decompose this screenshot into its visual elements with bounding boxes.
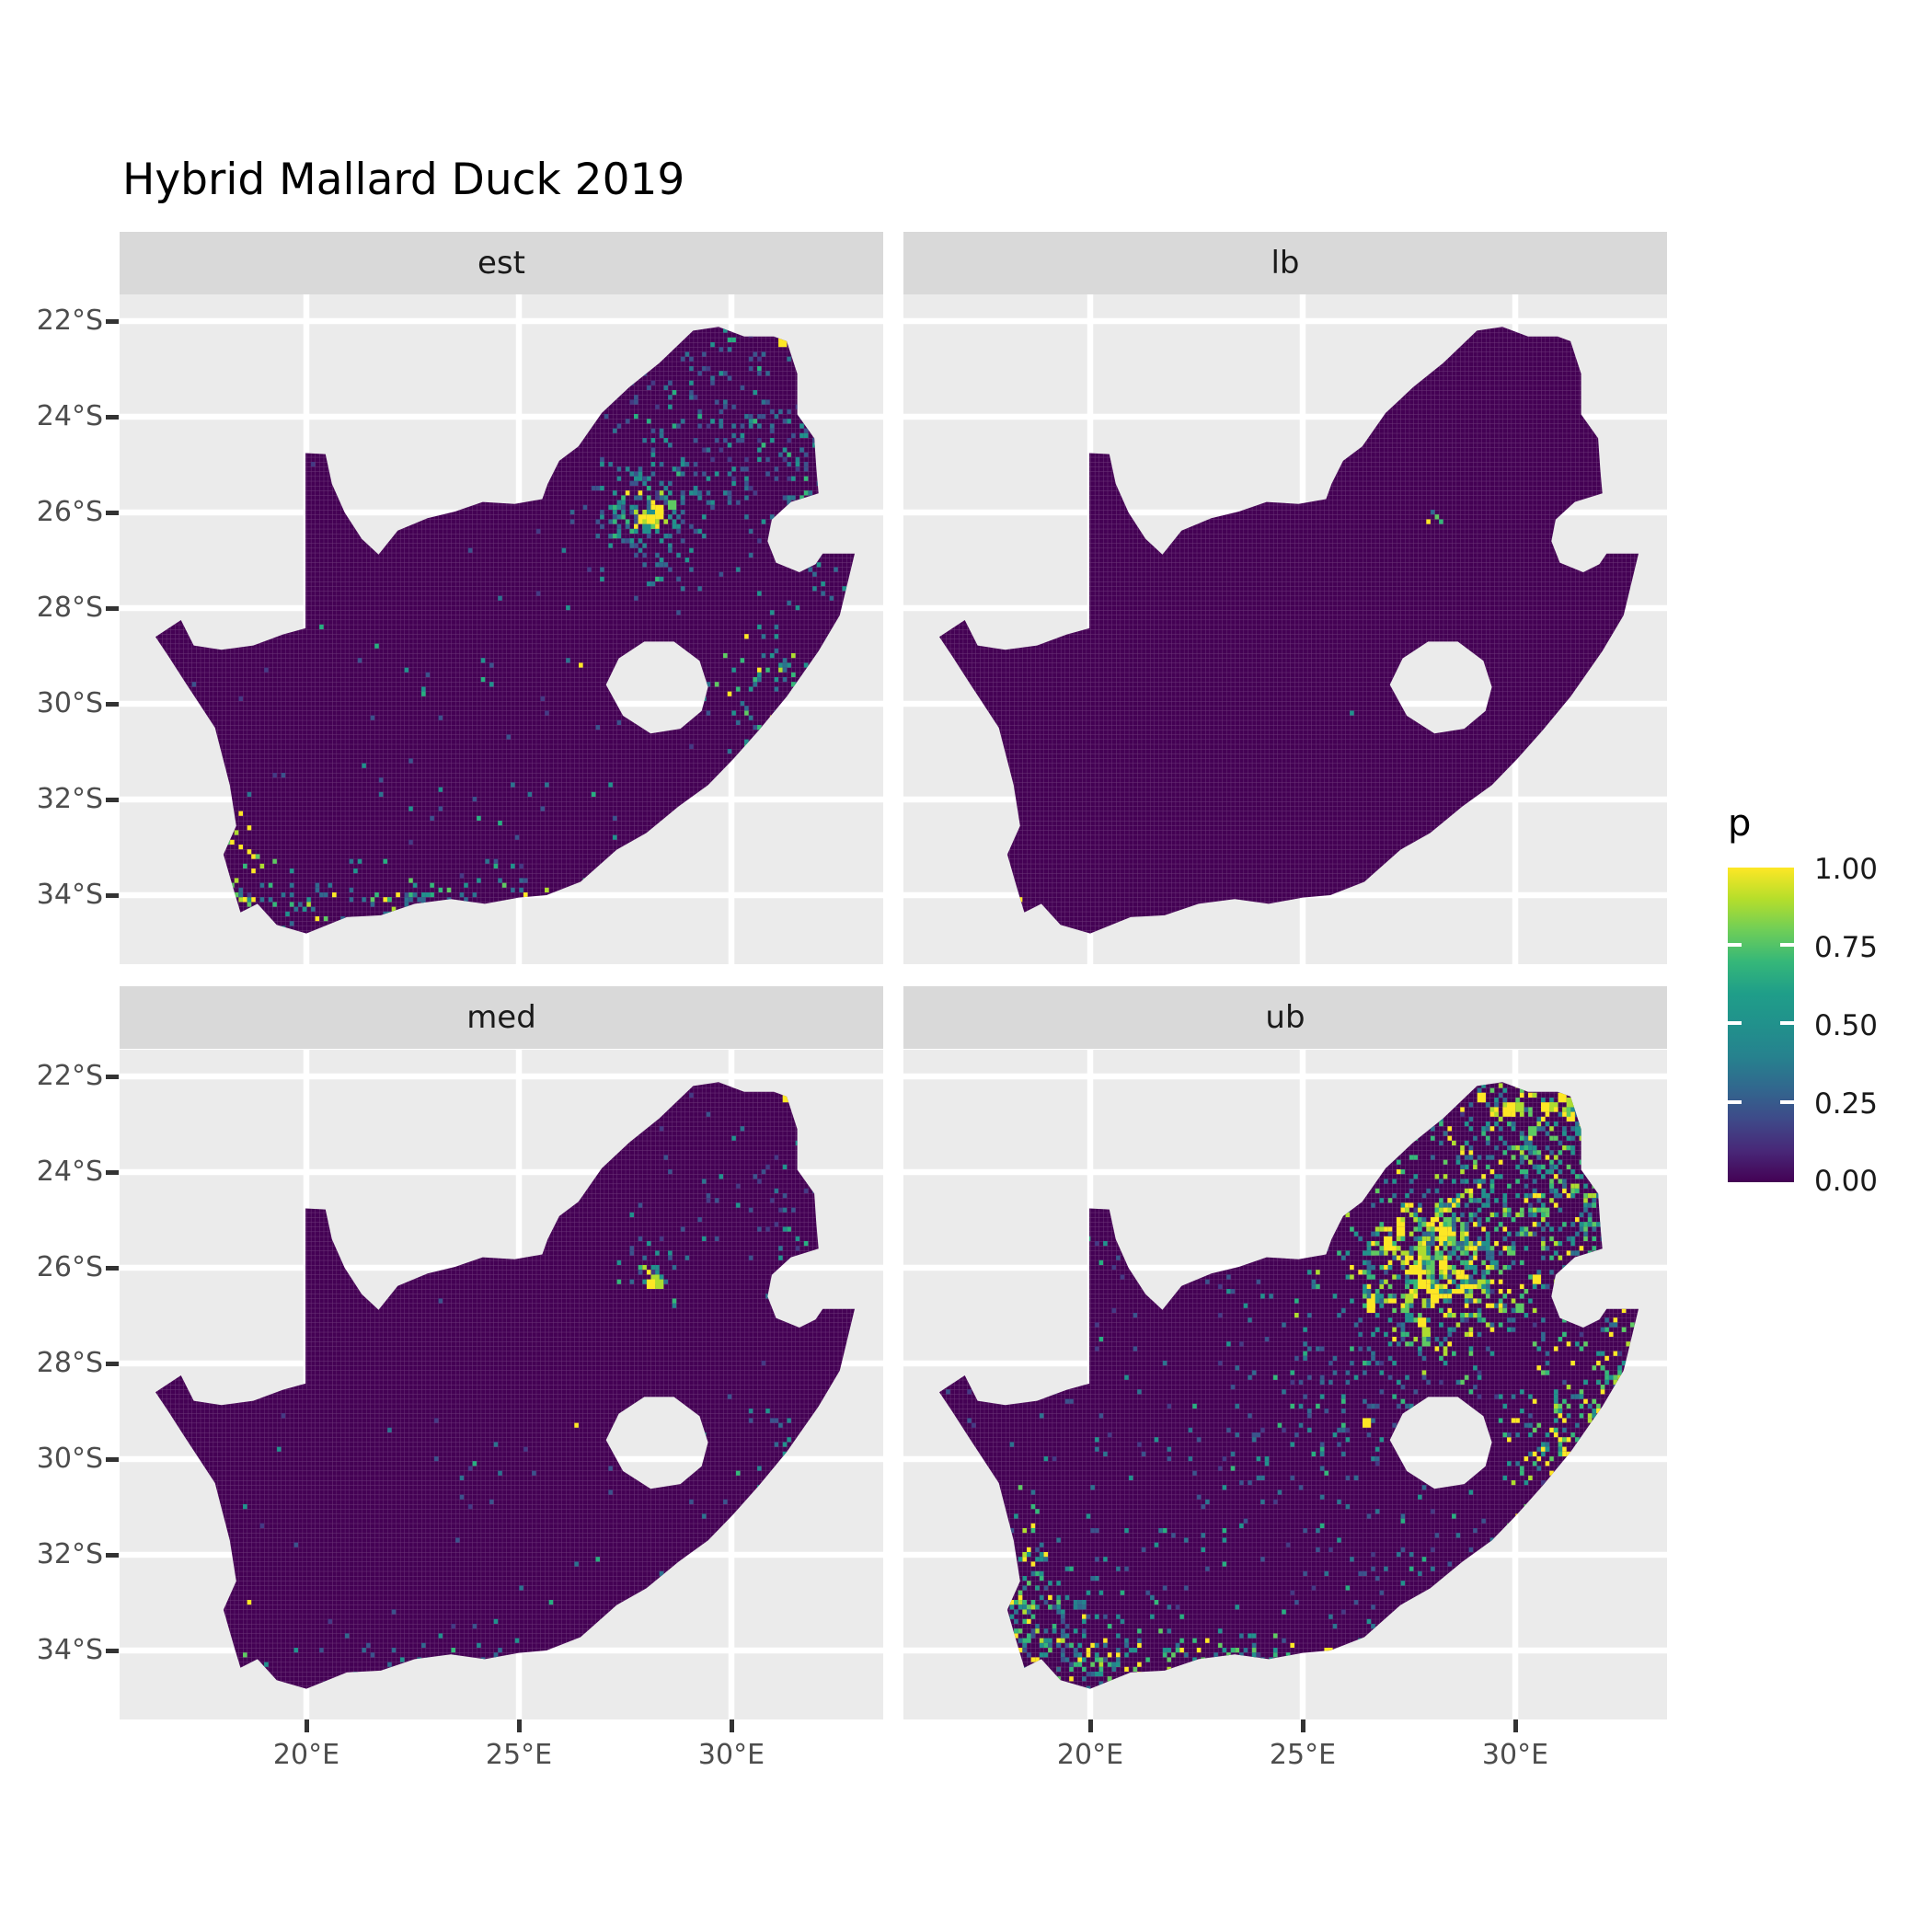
y-axis-label: 30°S (36, 687, 103, 720)
y-axis-tick-mark (106, 1266, 119, 1271)
y-axis-label: 34°S (36, 879, 103, 912)
plot-title: Hybrid Mallard Duck 2019 (122, 155, 685, 205)
x-axis-tick-mark (517, 1719, 522, 1732)
x-axis-tick-mark (1301, 1719, 1305, 1732)
map-panel-lb (903, 294, 1667, 964)
y-axis-tick-mark (106, 702, 119, 707)
y-axis-tick-mark (106, 1170, 119, 1175)
facet-strip-label: lb (1271, 245, 1300, 282)
facet-strip-label: med (466, 999, 536, 1036)
x-axis-label: 25°E (1269, 1739, 1337, 1771)
y-axis-label: 22°S (36, 305, 103, 338)
facet-strip-ub: ub (903, 986, 1667, 1049)
legend-label-100: 1.00 (1814, 853, 1879, 886)
map-panel-est (120, 294, 883, 964)
y-axis-tick-mark (106, 606, 119, 611)
facet-panel-svg-lb (903, 294, 1667, 964)
x-axis-label: 20°E (1056, 1739, 1124, 1771)
y-axis-tick-mark (106, 798, 119, 802)
y-axis-label: 32°S (36, 1538, 103, 1571)
facet-panel-svg-med (120, 1050, 883, 1719)
y-axis-tick-mark (106, 1075, 119, 1079)
legend-tick-075 (1780, 942, 1794, 947)
map-panel-med (120, 1050, 883, 1719)
y-axis-label: 34°S (36, 1634, 103, 1667)
legend-label-025: 0.25 (1814, 1087, 1879, 1121)
facet-panel-svg-est (120, 294, 883, 964)
legend-tick-025 (1728, 1099, 1742, 1104)
facet-strip-lb: lb (903, 232, 1667, 294)
facet-strip-label: ub (1265, 999, 1305, 1036)
facet-strip-label: est (477, 245, 525, 282)
y-axis-tick-mark (106, 511, 119, 515)
y-axis-label: 22°S (36, 1060, 103, 1093)
legend-tick-075 (1728, 942, 1742, 947)
x-axis-label: 30°E (1481, 1739, 1549, 1771)
x-axis-label: 30°E (697, 1739, 765, 1771)
y-axis-label: 24°S (36, 400, 103, 433)
y-axis-tick-mark (106, 1649, 119, 1653)
y-axis-tick-mark (106, 415, 119, 420)
x-axis-tick-mark (305, 1719, 309, 1732)
map-panel-ub (903, 1050, 1667, 1719)
y-axis-label: 26°S (36, 1251, 103, 1284)
y-axis-label: 26°S (36, 496, 103, 529)
facet-strip-med: med (120, 986, 883, 1049)
legend-tick-025 (1780, 1099, 1794, 1104)
legend-tick-050 (1780, 1021, 1794, 1025)
y-axis-label: 28°S (36, 592, 103, 625)
x-axis-tick-mark (730, 1719, 734, 1732)
legend-label-075: 0.75 (1814, 931, 1879, 964)
facet-strip-est: est (120, 232, 883, 294)
y-axis-label: 28°S (36, 1347, 103, 1380)
facet-panel-svg-ub (903, 1050, 1667, 1719)
x-axis-label: 20°E (272, 1739, 340, 1771)
x-axis-tick-mark (1088, 1719, 1093, 1732)
x-axis-label: 25°E (485, 1739, 553, 1771)
legend-label-000: 0.00 (1814, 1165, 1879, 1198)
y-axis-tick-mark (106, 893, 119, 898)
x-axis-tick-mark (1513, 1719, 1518, 1732)
y-axis-label: 24°S (36, 1156, 103, 1189)
legend-colorbar (1728, 868, 1794, 1182)
y-axis-tick-mark (106, 1553, 119, 1558)
y-axis-label: 30°S (36, 1443, 103, 1476)
legend-label-050: 0.50 (1814, 1009, 1879, 1042)
legend-tick-050 (1728, 1021, 1742, 1025)
y-axis-tick-mark (106, 319, 119, 324)
y-axis-tick-mark (106, 1457, 119, 1462)
y-axis-label: 32°S (36, 783, 103, 816)
legend-title: p (1728, 802, 1752, 845)
y-axis-tick-mark (106, 1362, 119, 1366)
